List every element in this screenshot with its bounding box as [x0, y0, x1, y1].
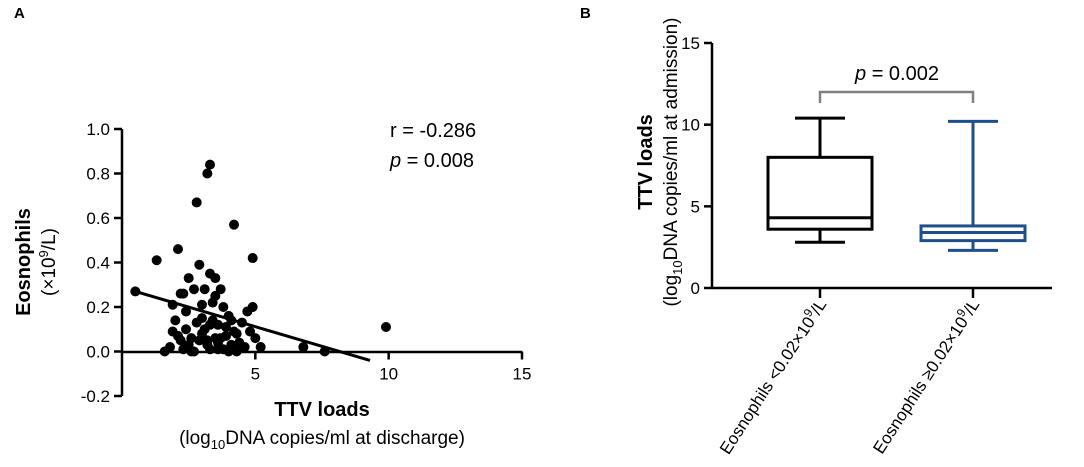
y-axis-subtitle-a: (×109/L) [36, 228, 60, 296]
box-group-2 [919, 119, 1027, 252]
scatter-point [197, 299, 207, 310]
p-italic-a: p [389, 150, 401, 172]
group-label-2: Eosnophils ≥0.02×109/L [867, 294, 984, 457]
y-sub-pre-b: (log [661, 275, 682, 307]
scatter-point [298, 342, 309, 353]
scatter-point [215, 333, 226, 344]
x-tick-label-a: 10 [379, 365, 398, 384]
scatter-point [170, 315, 181, 326]
scatter-point [205, 319, 215, 330]
scatter-point [181, 324, 191, 335]
panel-a-letter: A [14, 5, 25, 22]
scatter-point [213, 319, 223, 330]
y-axis-title-a: Eosnophils [13, 208, 35, 316]
y-sub-post-b: DNA copies/ml at admission) [661, 17, 682, 260]
y-tick-label-a: 0.2 [86, 298, 110, 317]
scatter-point [189, 284, 199, 295]
scatter-point [202, 339, 213, 350]
scatter-point [183, 273, 194, 284]
scatter-point [255, 342, 266, 353]
regression-line [134, 289, 371, 362]
y-tick-label-b: 10 [681, 116, 700, 135]
y-tick-label-a: -0.2 [81, 387, 110, 406]
y-sub-post-a: /L) [39, 228, 60, 250]
scatter-point [194, 259, 205, 270]
scatter-point [231, 328, 242, 339]
group-label-1: Eosnophils <0.02×109/L [714, 294, 831, 457]
p-annotation-b: p = 0.002 [854, 63, 939, 85]
scatter-point [218, 302, 229, 312]
scatter-point [186, 346, 197, 357]
p-annotation-a: p = 0.008 [389, 150, 474, 172]
y-tick-label-b: 0 [691, 279, 700, 298]
iqr-box [766, 155, 874, 231]
y-sub-pre-a: (×10 [39, 257, 60, 296]
scatter-point [165, 342, 175, 353]
scatter-point [210, 273, 221, 284]
y-axis-title-group-b: TTV loads (log10DNA copies/ml at admissi… [635, 17, 685, 306]
x-sub-subscript-a: 10 [211, 437, 225, 452]
scatter-point [215, 284, 226, 295]
group-label-1-pre: Eosnophils <0.02×10 [716, 313, 819, 457]
scatter-point [213, 344, 223, 355]
scatter-point [247, 302, 258, 312]
y-ticks-b: 15 10 5 0 [681, 34, 712, 298]
scatter-point [191, 197, 202, 208]
group-label-1-group: Eosnophils <0.02×109/L [714, 294, 831, 458]
scatter-point [178, 288, 189, 299]
scatter-point [191, 317, 202, 328]
y-sub-sup-a: 9 [36, 250, 51, 257]
group-label-2-group: Eosnophils ≥0.02×109/L [867, 294, 984, 457]
y-tick-label-a: 0.0 [86, 343, 110, 362]
y-tick-label-a: 0.4 [86, 254, 110, 273]
box-plots [766, 116, 1027, 252]
scatter-point [207, 297, 218, 308]
scatter-points [130, 159, 391, 357]
scatter-point [245, 326, 255, 337]
scatter-point [381, 322, 391, 333]
x-tick-label-a: 15 [513, 365, 532, 384]
group-label-2-pre: Eosnophils ≥0.02×10 [869, 313, 972, 457]
y-tick-label-a: 1.0 [86, 120, 110, 139]
p-value-a: = 0.008 [401, 150, 474, 172]
y-axis-title-group-a: Eosnophils (×109/L) [13, 208, 60, 316]
scatter-point [205, 159, 215, 170]
y-tick-label-a: 0.6 [86, 209, 110, 228]
scatter-point [151, 255, 162, 266]
scatter-point [234, 337, 245, 348]
scatter-point [181, 306, 191, 317]
y-axis-title-b: TTV loads [635, 114, 657, 210]
x-axis-title-a: TTV loads [274, 399, 370, 421]
y-axis-subtitle-b: (log10DNA copies/ml at admission) [661, 17, 685, 306]
y-tick-label-b: 15 [681, 34, 700, 53]
scatter-point [221, 322, 231, 333]
x-tick-label-a: 5 [251, 365, 260, 384]
y-ticks-a: 1.0 0.8 0.6 0.4 0.2 0.0 -0.2 [81, 120, 122, 406]
x-ticks-a: 5 10 15 [251, 351, 532, 384]
scatter-point [178, 344, 189, 355]
p-italic-b: p [854, 63, 866, 85]
p-value-b: = 0.002 [866, 63, 939, 85]
y-sub-subscript-b: 10 [670, 260, 685, 274]
x-sub-post-a: DNA copies/ml at discharge) [225, 428, 465, 449]
scatter-point [250, 333, 261, 344]
panel-a: A 1.0 0.8 0.6 0.4 0.2 0.0 -0.2 5 10 15 r = -0.28… [13, 5, 531, 452]
scatter-point [199, 284, 210, 295]
box-group-1 [766, 116, 874, 244]
r-annotation: r = -0.286 [390, 120, 476, 142]
x-sub-pre-a: (log [179, 428, 211, 449]
scatter-point [173, 330, 183, 341]
scatter-point [229, 219, 239, 230]
y-tick-label-a: 0.8 [86, 165, 110, 184]
panel-b-letter: B [580, 5, 591, 22]
significance-bracket [818, 90, 975, 103]
scatter-point [202, 168, 213, 179]
x-axis-subtitle-a: (log10DNA copies/ml at discharge) [179, 428, 465, 452]
scatter-point [173, 244, 183, 255]
scatter-point [247, 253, 258, 264]
y-tick-label-b: 5 [691, 197, 700, 216]
scatter-point [194, 335, 205, 346]
